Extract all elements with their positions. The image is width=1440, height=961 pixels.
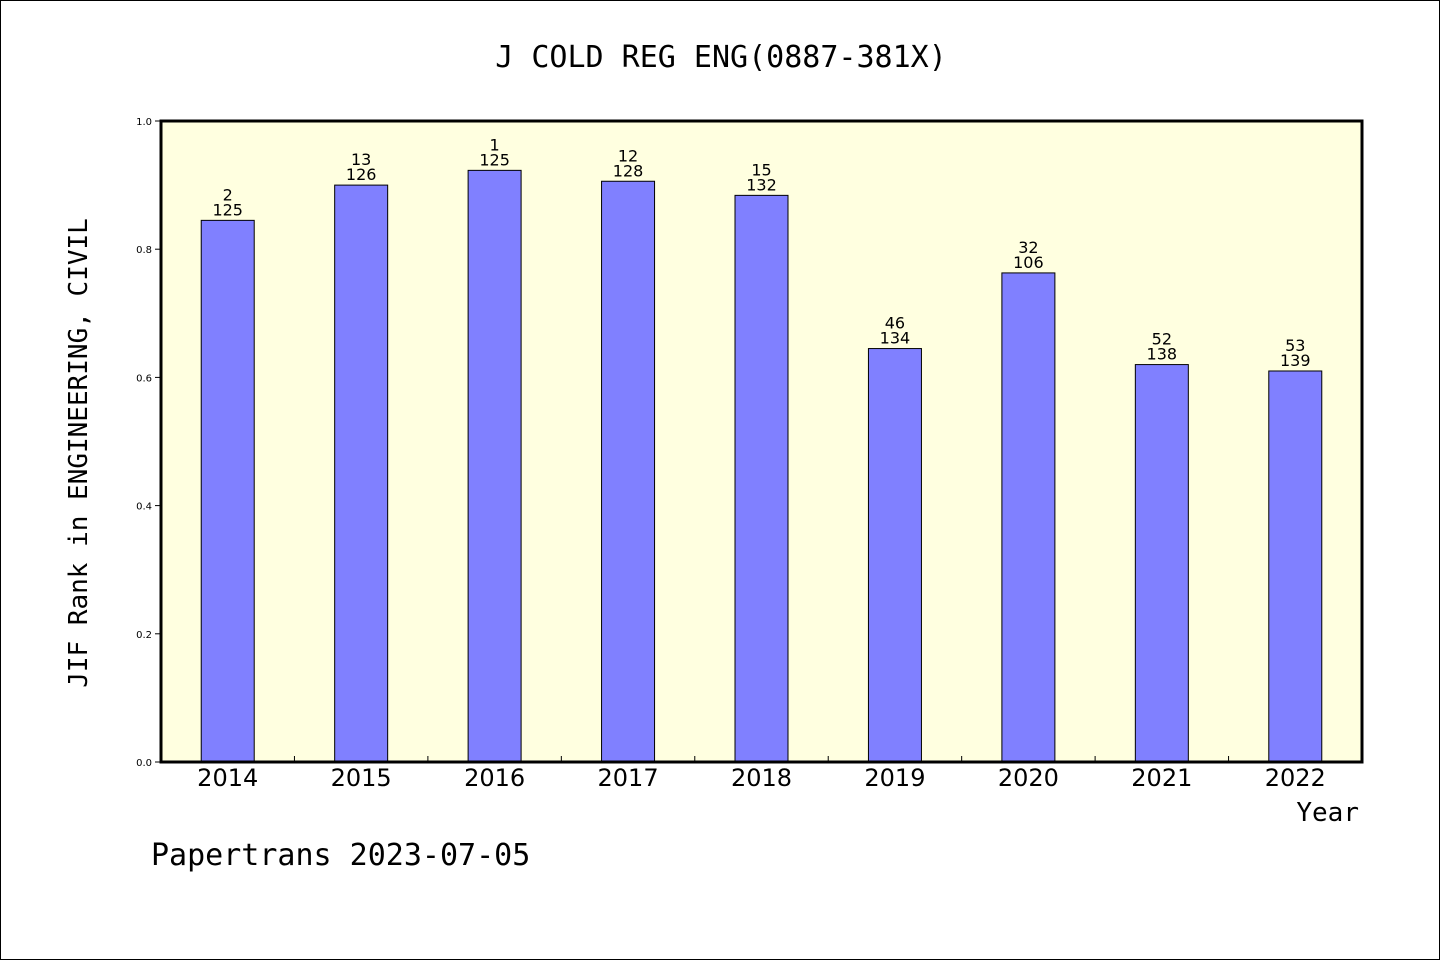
x-axis-ticks: 2014 2015 2016 2017 2018 2019 2020 2021 2022 xyxy=(197,756,1326,792)
x-tick-label-2016: 2016 xyxy=(464,764,525,792)
bar-2018 xyxy=(734,194,789,763)
bar-label-bottom-2017: 128 xyxy=(613,161,644,180)
y-tick-label-0.8: 0.8 xyxy=(136,245,152,256)
bar-label-top-2017: 12 xyxy=(618,146,638,165)
bar-label-top-2020: 32 xyxy=(1018,238,1038,257)
bar-label-bottom-2014: 125 xyxy=(212,200,243,219)
y-tick-label-0.2: 0.2 xyxy=(136,630,152,641)
plot-border xyxy=(159,119,1364,764)
x-tick-label-2018: 2018 xyxy=(731,764,792,792)
bar-2022 xyxy=(1268,370,1323,763)
bar-label-top-2015: 13 xyxy=(351,150,371,169)
chart-title: J COLD REG ENG(0887-381X) xyxy=(495,40,947,75)
bar-label-bottom-2020: 106 xyxy=(1013,253,1044,272)
bar-label-top-2022: 53 xyxy=(1285,336,1305,355)
bar-2020 xyxy=(1001,272,1056,763)
y-tick-label-1.0: 1.0 xyxy=(136,117,152,128)
bar-label-top-2021: 52 xyxy=(1152,330,1172,349)
bar-label-bottom-2021: 138 xyxy=(1147,345,1178,364)
x-tick-label-2019: 2019 xyxy=(864,764,925,792)
x-tick-label-2021: 2021 xyxy=(1131,764,1192,792)
bar-label-bottom-2019: 134 xyxy=(880,329,911,348)
bar-label-top-2018: 15 xyxy=(751,160,771,179)
y-tick-label-0.0: 0.0 xyxy=(136,758,152,769)
y-tick-label-0.6: 0.6 xyxy=(136,373,152,384)
bars-group xyxy=(200,169,1323,763)
x-tick-label-2014: 2014 xyxy=(197,764,258,792)
x-tick-label-2022: 2022 xyxy=(1265,764,1326,792)
bar-2016 xyxy=(467,169,522,763)
y-axis-ticks: 0.0 0.2 0.4 0.6 0.8 1.0 xyxy=(136,117,161,769)
bar-2021 xyxy=(1134,364,1189,763)
footer-credit: Papertrans 2023-07-05 xyxy=(151,838,530,873)
bar-2015 xyxy=(334,184,389,763)
y-axis-label: JIF Rank in ENGINEERING, CIVIL xyxy=(64,218,94,688)
y-tick-label-0.4: 0.4 xyxy=(136,502,152,513)
bar-label-top-2019: 46 xyxy=(885,314,905,333)
bar-2017 xyxy=(601,180,656,763)
x-tick-label-2020: 2020 xyxy=(998,764,1059,792)
bar-2014 xyxy=(200,219,255,763)
bar-label-top-2014: 2 xyxy=(223,185,233,204)
bar-label-bottom-2018: 132 xyxy=(746,175,777,194)
x-axis-label: Year xyxy=(1296,798,1359,828)
bar-label-bottom-2015: 126 xyxy=(346,165,377,184)
x-tick-label-2015: 2015 xyxy=(331,764,392,792)
bar-label-bottom-2022: 139 xyxy=(1280,351,1311,370)
bar-label-bottom-2016: 125 xyxy=(479,150,510,169)
bar-label-top-2016: 1 xyxy=(490,135,500,154)
x-tick-label-2017: 2017 xyxy=(598,764,659,792)
bar-2019 xyxy=(867,348,922,763)
